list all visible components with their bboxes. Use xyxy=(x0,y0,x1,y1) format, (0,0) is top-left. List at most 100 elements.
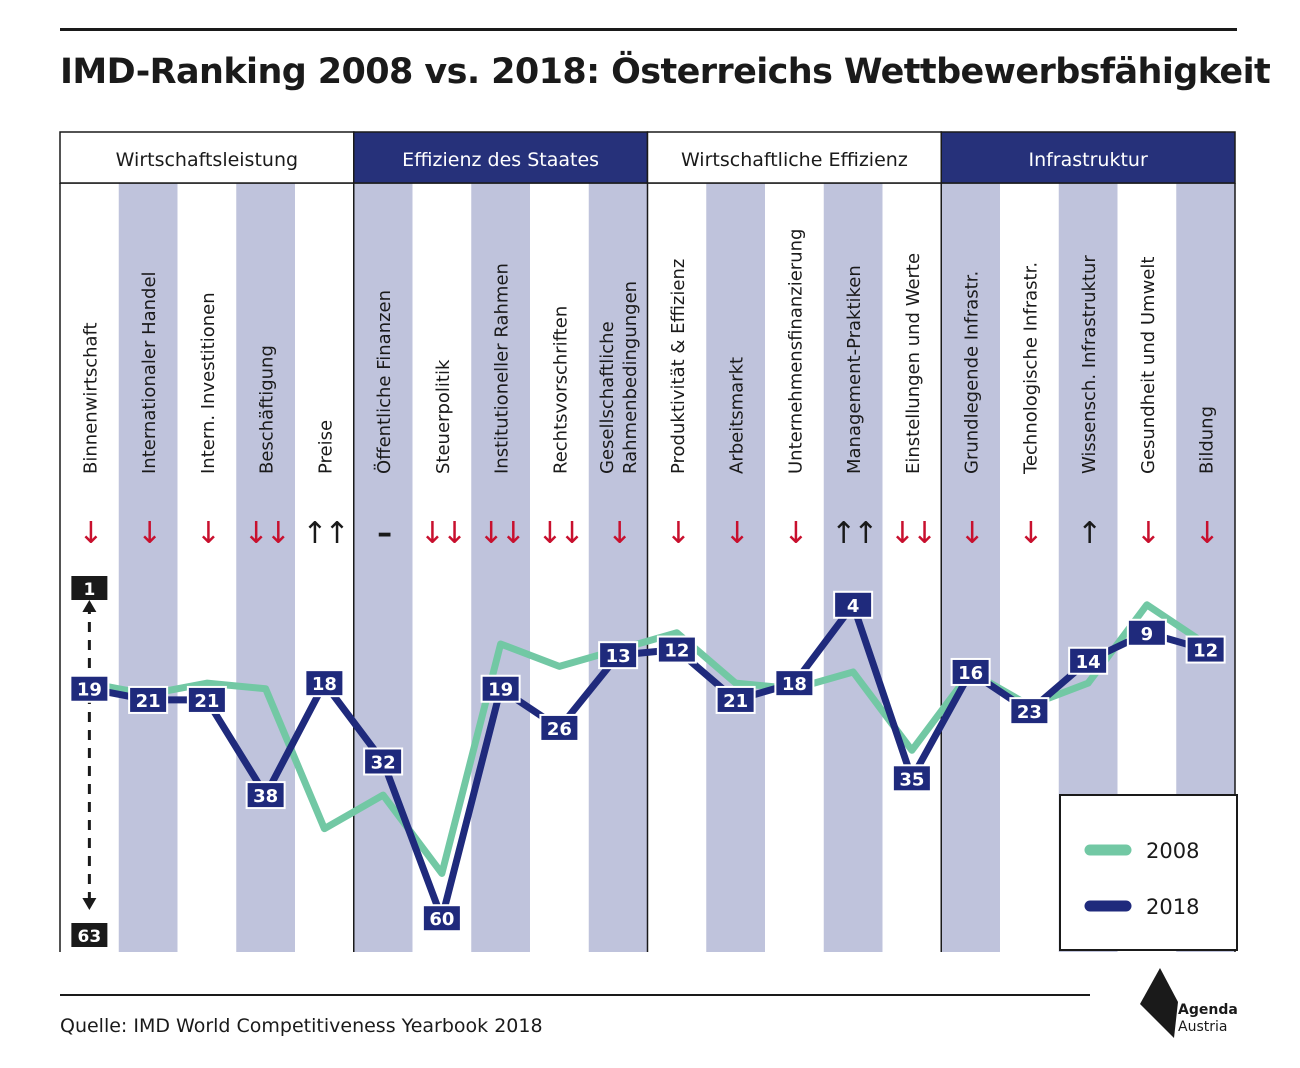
column-stripe xyxy=(941,183,1000,952)
category-label: Technologische Infrastr. xyxy=(1020,262,1041,475)
data-label-box xyxy=(598,641,639,670)
top-rule xyxy=(60,28,1237,31)
category-label: Arbeitsmarkt xyxy=(727,357,748,474)
group-header-box xyxy=(646,131,942,184)
data-label-box xyxy=(950,657,991,686)
data-label-box xyxy=(480,674,521,703)
data-label-2018: 18 xyxy=(782,674,807,695)
column-stripe xyxy=(471,183,530,952)
trend-arrow: ↓ xyxy=(607,516,629,551)
group-headers: Wirtschaftsleistung Effizienz des Staates… xyxy=(59,131,1236,184)
trend-arrow: ↓ xyxy=(666,516,688,551)
data-label-box xyxy=(833,590,874,619)
trend-arrow: ↓ xyxy=(783,516,805,551)
data-label-2018: 12 xyxy=(664,641,689,662)
column-stripe xyxy=(118,183,178,952)
trend-arrow: ↑↑ xyxy=(831,516,875,551)
chart-title: IMD-Ranking 2008 vs. 2018: Österreichs W… xyxy=(60,52,1271,92)
trend-arrow: ↓ xyxy=(196,516,218,551)
trend-arrow: ↓↓ xyxy=(243,516,287,551)
trend-arrow: ↑ xyxy=(1077,516,1099,551)
trend-arrow: ↓↓ xyxy=(537,516,581,551)
agenda-austria-logo xyxy=(1140,968,1178,1038)
trend-arrow: ↓ xyxy=(960,516,982,551)
data-label-2018: 23 xyxy=(1017,702,1042,723)
source-note: Quelle: IMD World Competitiveness Yearbo… xyxy=(60,1015,543,1037)
trend-arrows: ↓ ↓ ↓ ↓↓ ↑↑ – ↓↓ ↓↓ ↓↓ ↓ ↓ ↓ ↓ ↑↑ ↓↓ ↓ ↓ ↑ ↓ ↓ xyxy=(78,516,1219,551)
category-label: Rechtsvorschriften xyxy=(550,306,571,474)
group-header-box xyxy=(940,131,1236,184)
legend-label-2018: 2018 xyxy=(1146,895,1199,919)
rank-axis-top-label: 1 xyxy=(83,580,95,600)
data-label-box xyxy=(1126,618,1167,647)
group-header-label: Wirtschaftsleistung xyxy=(116,149,298,171)
data-label-box xyxy=(539,713,580,742)
category-label: Produktivität & Effizienz xyxy=(668,259,689,474)
data-label-2018: 60 xyxy=(429,909,454,930)
legend-box xyxy=(1059,794,1238,951)
data-label-2018: 4 xyxy=(847,596,860,617)
bottom-rule xyxy=(60,994,1090,996)
data-label-box xyxy=(715,685,756,714)
legend-label-2008: 2008 xyxy=(1146,839,1199,863)
rank-axis: 1 63 xyxy=(71,576,108,947)
data-label-box xyxy=(1185,635,1226,664)
trend-arrow: ↓↓ xyxy=(420,516,464,551)
category-label: Internationaler Handel xyxy=(139,271,160,474)
data-label-box xyxy=(1068,646,1109,675)
category-label: Grundlegende Infrastr. xyxy=(962,271,983,474)
column-stripes xyxy=(118,183,1235,952)
category-label: Gesellschaftliche xyxy=(597,321,618,474)
trend-arrow: ↓ xyxy=(725,516,747,551)
rank-axis-arrow-down xyxy=(82,898,97,910)
category-label: Steuerpolitik xyxy=(433,359,454,474)
data-label-2018: 18 xyxy=(312,674,337,695)
trend-arrow: ↓ xyxy=(1195,516,1217,551)
data-label-2018: 9 xyxy=(1141,624,1154,645)
data-label-box xyxy=(1009,697,1050,726)
data-label-2018: 12 xyxy=(1193,641,1218,662)
trend-arrow: ↓ xyxy=(1136,516,1158,551)
data-label-box xyxy=(891,764,932,793)
column-stripe xyxy=(236,183,295,952)
trend-arrow: ↓↓ xyxy=(890,516,934,551)
data-label-2018: 21 xyxy=(194,691,219,712)
data-label-2018: 26 xyxy=(547,719,572,740)
trend-arrow: ↓ xyxy=(137,516,159,551)
data-label-box xyxy=(128,685,169,714)
rank-axis-top-box xyxy=(71,576,108,600)
data-label-2018: 21 xyxy=(136,691,161,712)
data-label-box xyxy=(245,781,286,810)
category-label: Wissensch. Infrastruktur xyxy=(1079,255,1100,474)
trend-arrow: ↓ xyxy=(1018,516,1040,551)
data-label-2018: 19 xyxy=(488,680,513,701)
data-label-box xyxy=(656,635,697,664)
data-label-2018: 21 xyxy=(723,691,748,712)
trend-arrow: ↓ xyxy=(78,516,100,551)
data-label-2018: 14 xyxy=(1076,652,1101,673)
column-stripe xyxy=(588,183,648,952)
category-label: Einstellungen und Werte xyxy=(903,253,924,474)
trend-arrow: ↑↑ xyxy=(302,516,346,551)
category-label: Preise xyxy=(315,420,336,474)
category-label: Gesundheit und Umwelt xyxy=(1138,257,1159,474)
column-stripe xyxy=(706,183,765,952)
logo-text-line2: Austria xyxy=(1178,1019,1228,1035)
rank-axis-bottom-box xyxy=(71,923,108,947)
category-label: Binnenwirtschaft xyxy=(80,322,101,474)
group-header-box xyxy=(353,131,649,184)
category-label: Management-Praktiken xyxy=(844,265,865,474)
category-labels: Binnenwirtschaft Internationaler Handel In… xyxy=(80,229,1217,475)
data-label-box xyxy=(186,685,227,714)
trend-arrow: ↓↓ xyxy=(478,516,522,551)
data-label-box xyxy=(774,669,815,698)
category-label: Institutioneller Rahmen xyxy=(492,263,513,474)
trend-arrow: – xyxy=(377,516,391,551)
data-label-box xyxy=(304,669,345,698)
category-label: Intern. Investitionen xyxy=(198,292,219,474)
data-label-box xyxy=(69,674,110,703)
category-label: Unternehmensfinanzierung xyxy=(785,229,806,474)
data-label-2018: 19 xyxy=(77,680,102,701)
group-header-label: Effizienz des Staates xyxy=(402,149,599,171)
data-label-2018: 35 xyxy=(899,769,924,790)
